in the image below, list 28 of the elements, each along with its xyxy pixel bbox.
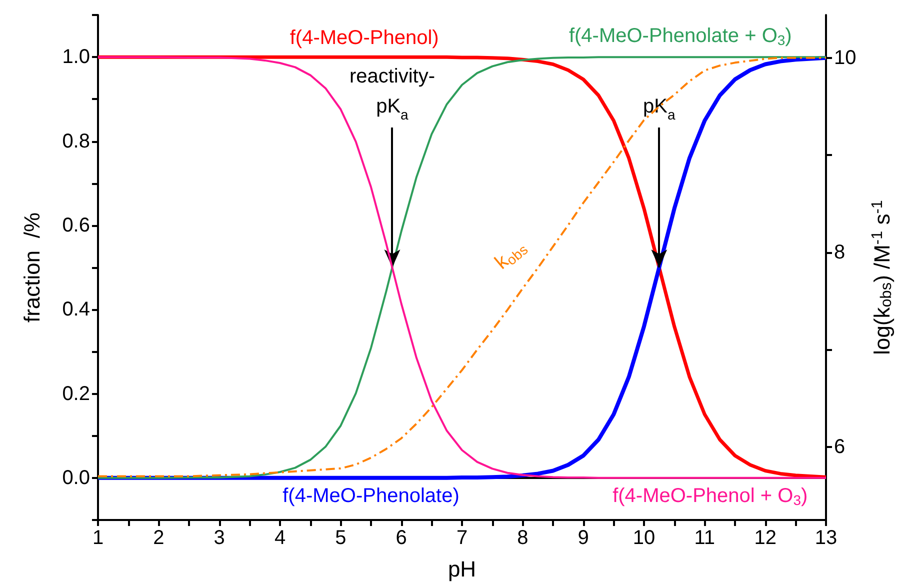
y2-tick-label: 6 <box>834 436 846 458</box>
x-tick-label: 7 <box>456 527 468 549</box>
x-tick-label: 2 <box>153 527 164 549</box>
y-tick-label: 1.0 <box>62 46 90 68</box>
x-tick-label: 8 <box>517 527 528 549</box>
x-tick-label: 9 <box>578 527 589 549</box>
x-axis-title: pH <box>448 556 476 582</box>
y-tick-label: 0.4 <box>62 298 90 321</box>
text: kobs <box>490 241 531 274</box>
y2-tick-label: 10 <box>834 46 856 69</box>
y2-axis-title: log(kobs) /M-1 s-1 <box>869 200 895 355</box>
x-tick-label: 1 <box>92 527 104 549</box>
y-axis-title: fraction /% <box>20 212 44 323</box>
y-tick-label: 0.0 <box>62 466 90 489</box>
y-tick-label: 0.6 <box>62 214 90 236</box>
x-tick-label: 12 <box>754 527 776 549</box>
y-tick-label: 0.2 <box>62 382 90 405</box>
x-tick-label: 6 <box>396 527 407 549</box>
series-label: f(4-MeO-Phenol) <box>290 27 439 50</box>
y2-tick-label: 8 <box>834 241 846 264</box>
x-tick-label: 11 <box>694 527 716 549</box>
x-tick-label: 3 <box>214 527 225 549</box>
x-tick-label: 13 <box>814 527 838 549</box>
x-tick-label: 4 <box>274 527 286 549</box>
x-tick-label: 5 <box>335 527 346 549</box>
x-tick-label: 10 <box>632 527 656 549</box>
y-tick-label: 0.8 <box>62 130 90 152</box>
series-label: f(4-MeO-Phenolate) <box>282 485 460 508</box>
